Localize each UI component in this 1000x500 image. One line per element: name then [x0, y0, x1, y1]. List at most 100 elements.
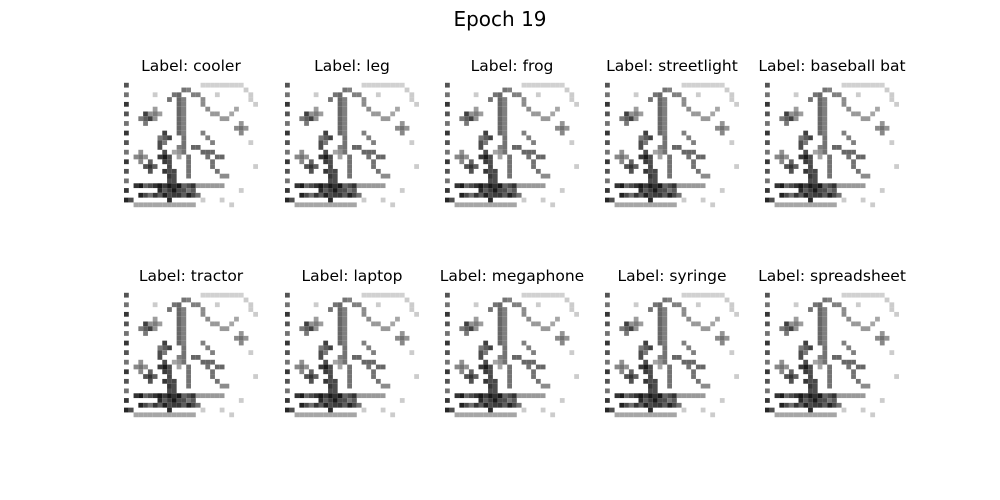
image-pixel	[851, 374, 856, 379]
image-pixel	[502, 140, 508, 145]
image-pixel	[502, 297, 508, 303]
image-pixel	[695, 183, 701, 189]
image-pixel	[648, 154, 653, 160]
image-pixel	[176, 316, 182, 322]
image-pixel	[643, 402, 649, 408]
image-pixel	[535, 183, 541, 189]
image-pixel	[540, 326, 546, 332]
image-pixel	[512, 393, 517, 399]
image-pixel	[445, 168, 450, 174]
image-pixel	[143, 183, 148, 189]
image-pixel	[686, 359, 692, 365]
image-pixel	[619, 183, 625, 189]
image-pixel	[390, 111, 396, 117]
image-pixel	[657, 311, 663, 317]
image-pixel	[483, 183, 489, 189]
image-pixel	[318, 345, 324, 351]
image-pixel	[337, 183, 343, 189]
image-pixel	[138, 364, 144, 370]
image-pixel	[812, 202, 818, 208]
image-pixel	[171, 168, 177, 174]
image-pixel	[822, 307, 828, 312]
image-pixel	[681, 97, 687, 102]
image-pixel	[488, 364, 493, 370]
image-pixel	[808, 398, 813, 403]
image-pixel	[648, 388, 653, 394]
image-pixel	[817, 97, 823, 102]
image-pixel	[181, 311, 187, 317]
image-pixel	[521, 82, 527, 88]
image-pixel	[817, 398, 823, 403]
image-pixel	[619, 402, 625, 408]
image-pixel	[171, 388, 177, 394]
image-pixel	[176, 121, 182, 126]
image-pixel	[865, 173, 871, 179]
image-pixel	[526, 345, 532, 351]
image-pixel	[445, 350, 450, 355]
image-pixel	[147, 111, 153, 117]
image-pixel	[855, 364, 861, 370]
image-pixel	[342, 311, 348, 317]
image-pixel	[342, 192, 348, 198]
image-pixel	[875, 125, 880, 131]
image-pixel	[784, 412, 789, 418]
image-pixel	[210, 359, 215, 365]
image-pixel	[619, 149, 625, 155]
image-pixel	[167, 183, 172, 189]
image-pixel	[774, 183, 780, 189]
image-pixel	[827, 168, 832, 174]
image-pixel	[672, 393, 677, 399]
image-pixel	[555, 82, 560, 88]
image-pixel	[841, 393, 847, 399]
image-pixel	[167, 374, 172, 379]
image-pixel	[765, 388, 770, 394]
image-pixel	[817, 316, 823, 322]
image-pixel	[870, 82, 876, 88]
image-pixel	[521, 183, 527, 189]
image-pixel	[798, 111, 804, 117]
image-pixel	[531, 164, 536, 169]
image-pixel	[337, 97, 343, 102]
image-pixel	[705, 383, 711, 389]
image-pixel	[347, 164, 352, 169]
image-pixel	[337, 154, 343, 160]
image-pixel	[473, 326, 479, 332]
image-pixel	[605, 121, 610, 126]
image-pixel	[143, 192, 148, 198]
image-pixel	[323, 168, 329, 174]
image-pixel	[502, 183, 508, 189]
image-pixel	[318, 111, 324, 117]
image-pixel	[308, 168, 314, 174]
image-pixel	[191, 398, 196, 403]
image-pixel	[337, 326, 343, 332]
image-pixel	[502, 335, 508, 341]
image-pixel	[181, 307, 187, 312]
image-pixel	[181, 359, 187, 365]
image-pixel	[375, 292, 381, 298]
image-pixel	[478, 145, 484, 150]
image-pixel	[779, 402, 785, 408]
image-pixel	[531, 140, 536, 145]
image-pixel	[248, 350, 254, 355]
image-pixel	[361, 101, 367, 107]
image-pixel	[308, 116, 314, 122]
image-pixel	[836, 192, 842, 198]
image-pixel	[643, 378, 649, 384]
image-pixel	[385, 292, 391, 298]
image-pixel	[526, 106, 532, 112]
image-pixel	[332, 188, 338, 193]
image-pixel	[808, 383, 813, 389]
image-pixel	[822, 321, 828, 327]
image-pixel	[488, 202, 493, 208]
image-pixel	[822, 340, 828, 346]
image-pixel	[304, 111, 309, 117]
image-pixel	[784, 154, 789, 160]
image-pixel	[624, 331, 629, 336]
image-pixel	[468, 164, 474, 169]
image-pixel	[643, 149, 649, 155]
image-pixel	[765, 340, 770, 346]
image-pixel	[803, 412, 809, 418]
image-pixel	[765, 121, 770, 126]
image-pixel	[784, 326, 789, 332]
image-pixel	[214, 364, 220, 370]
